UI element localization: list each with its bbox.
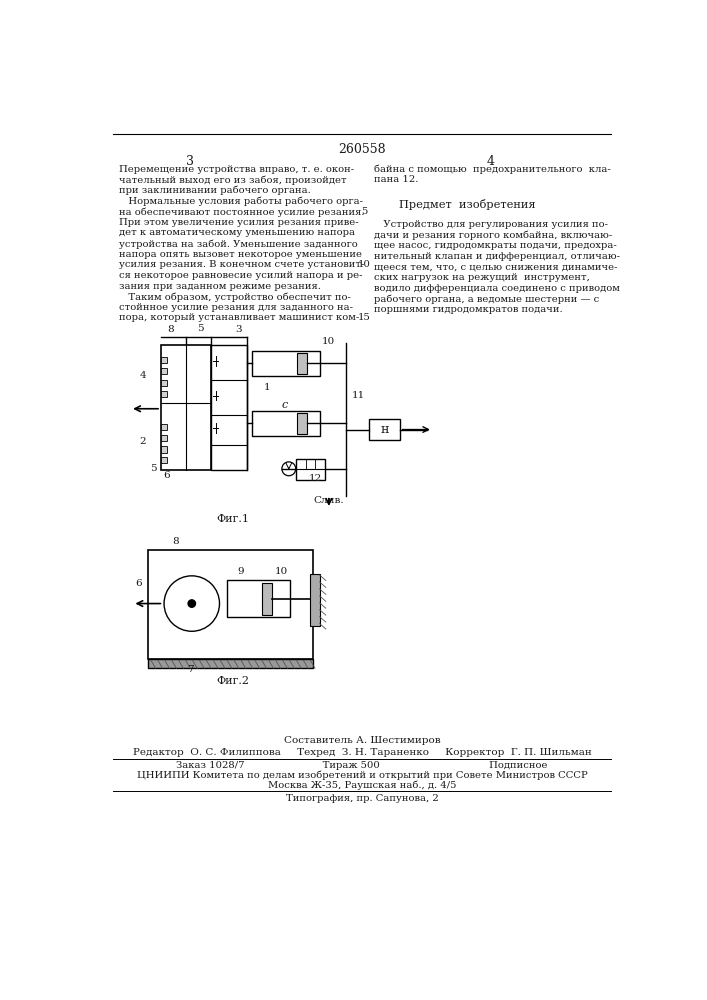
Bar — [161, 446, 167, 453]
Bar — [148, 550, 313, 659]
Bar — [369, 419, 399, 440]
Text: Заказ 1028/7                         Тираж 500                                  : Заказ 1028/7 Тираж 500 — [176, 761, 548, 770]
Bar — [161, 424, 167, 430]
Bar — [227, 580, 291, 617]
Text: 12: 12 — [308, 474, 322, 483]
Text: 3: 3 — [235, 325, 242, 334]
Bar — [296, 413, 307, 434]
Text: пора, который устанавливает машинист ком-: пора, который устанавливает машинист ком… — [119, 313, 360, 322]
Text: 6: 6 — [163, 471, 170, 480]
Text: 3: 3 — [186, 155, 194, 168]
Bar — [296, 353, 307, 374]
Text: поршнями гидродомкратов подачи.: поршнями гидродомкратов подачи. — [373, 305, 562, 314]
Circle shape — [188, 600, 196, 607]
Bar — [211, 345, 247, 470]
Text: 15: 15 — [358, 313, 370, 322]
Text: 6: 6 — [135, 579, 142, 588]
Text: на обеспечивают постоянное усилие резания.: на обеспечивают постоянное усилие резани… — [119, 207, 365, 217]
Text: при заклинивании рабочего органа.: при заклинивании рабочего органа. — [119, 186, 311, 195]
Text: щее насос, гидродомкраты подачи, предохра-: щее насос, гидродомкраты подачи, предохр… — [373, 241, 617, 250]
Text: Перемещение устройства вправо, т. е. окон-: Перемещение устройства вправо, т. е. око… — [119, 165, 354, 174]
Text: Фиг.1: Фиг.1 — [216, 514, 249, 524]
Text: чательный выход его из забоя, произойдет: чательный выход его из забоя, произойдет — [119, 175, 347, 185]
Text: 9: 9 — [237, 567, 244, 576]
Text: усилия резания. В конечном счете установит-: усилия резания. В конечном счете установ… — [119, 260, 365, 269]
Text: Типография, пр. Сапунова, 2: Типография, пр. Сапунова, 2 — [286, 794, 438, 803]
Bar — [252, 411, 320, 436]
Text: н: н — [380, 423, 388, 436]
Text: щееся тем, что, с целью снижения динамиче-: щееся тем, что, с целью снижения динамич… — [373, 262, 617, 271]
Text: 10: 10 — [274, 567, 288, 576]
Text: 8: 8 — [173, 537, 179, 546]
Text: дет к автоматическому уменьшению напора: дет к автоматическому уменьшению напора — [119, 228, 356, 237]
Text: Предмет  изобретения: Предмет изобретения — [399, 199, 536, 210]
Bar — [161, 345, 211, 470]
Text: Таким образом, устройство обеспечит по-: Таким образом, устройство обеспечит по- — [119, 292, 351, 302]
Text: 10: 10 — [322, 337, 335, 346]
Bar — [161, 357, 167, 363]
Text: 1: 1 — [264, 383, 271, 392]
Text: 5: 5 — [197, 324, 204, 333]
Text: 11: 11 — [352, 391, 366, 400]
Text: 260558: 260558 — [338, 143, 386, 156]
Text: 10: 10 — [358, 260, 370, 269]
Bar — [161, 457, 167, 463]
Text: Москва Ж-35, Раушская наб., д. 4/5: Москва Ж-35, Раушская наб., д. 4/5 — [268, 781, 456, 790]
Text: устройства на забой. Уменьшение заданного: устройства на забой. Уменьшение заданног… — [119, 239, 358, 249]
Text: стойнное усилие резания для заданного на-: стойнное усилие резания для заданного на… — [119, 303, 354, 312]
Text: При этом увеличение усилия резания приве-: При этом увеличение усилия резания приве… — [119, 218, 359, 227]
Text: напора опять вызовет некоторое уменьшение: напора опять вызовет некоторое уменьшени… — [119, 250, 363, 259]
Text: нительный клапан и дифференциал, отличаю-: нительный клапан и дифференциал, отличаю… — [373, 252, 619, 261]
Text: ЦНИИПИ Комитета по делам изобретений и открытий при Совете Министров СССР: ЦНИИПИ Комитета по делам изобретений и о… — [136, 771, 588, 780]
Bar — [161, 435, 167, 441]
Text: водило дифференциала соединено с приводом: водило дифференциала соединено с приводо… — [373, 284, 619, 293]
Bar — [252, 351, 320, 376]
Text: зания при заданном режиме резания.: зания при заданном режиме резания. — [119, 282, 321, 291]
Text: Нормальные условия работы рабочего орга-: Нормальные условия работы рабочего орга- — [119, 197, 363, 206]
Text: 8: 8 — [168, 325, 175, 334]
Text: Составитель А. Шестимиров: Составитель А. Шестимиров — [284, 736, 440, 745]
Bar — [161, 380, 167, 386]
Bar — [262, 583, 272, 615]
Text: байна с помощью  предохранительного  кла-: байна с помощью предохранительного кла- — [373, 165, 610, 174]
Text: 4: 4 — [486, 155, 494, 168]
Text: ских нагрузок на режущий  инструмент,: ских нагрузок на режущий инструмент, — [373, 273, 590, 282]
Text: Слив.: Слив. — [313, 496, 344, 505]
Text: пана 12.: пана 12. — [373, 175, 418, 184]
Text: 5: 5 — [361, 207, 368, 216]
Bar — [296, 459, 325, 480]
Text: 5: 5 — [150, 464, 157, 473]
Bar — [161, 391, 167, 397]
Text: дачи и резания горного комбайна, включаю-: дачи и резания горного комбайна, включаю… — [373, 231, 612, 240]
Bar — [161, 368, 167, 374]
Text: Редактор  О. С. Филиппова     Техред  З. Н. Тараненко     Корректор  Г. П. Шильм: Редактор О. С. Филиппова Техред З. Н. Та… — [133, 748, 591, 757]
Text: 7: 7 — [187, 665, 194, 674]
Bar — [310, 574, 320, 626]
Bar — [148, 659, 313, 668]
Text: 2: 2 — [139, 437, 146, 446]
Text: 4: 4 — [139, 371, 146, 380]
Text: Фиг.2: Фиг.2 — [216, 676, 249, 686]
Text: c: c — [281, 400, 287, 410]
Text: рабочего органа, а ведомые шестерни — с: рабочего органа, а ведомые шестерни — с — [373, 294, 599, 304]
Text: Устройство для регулирования усилия по-: Устройство для регулирования усилия по- — [373, 220, 607, 229]
Text: ся некоторое равновесие усилий напора и ре-: ся некоторое равновесие усилий напора и … — [119, 271, 363, 280]
